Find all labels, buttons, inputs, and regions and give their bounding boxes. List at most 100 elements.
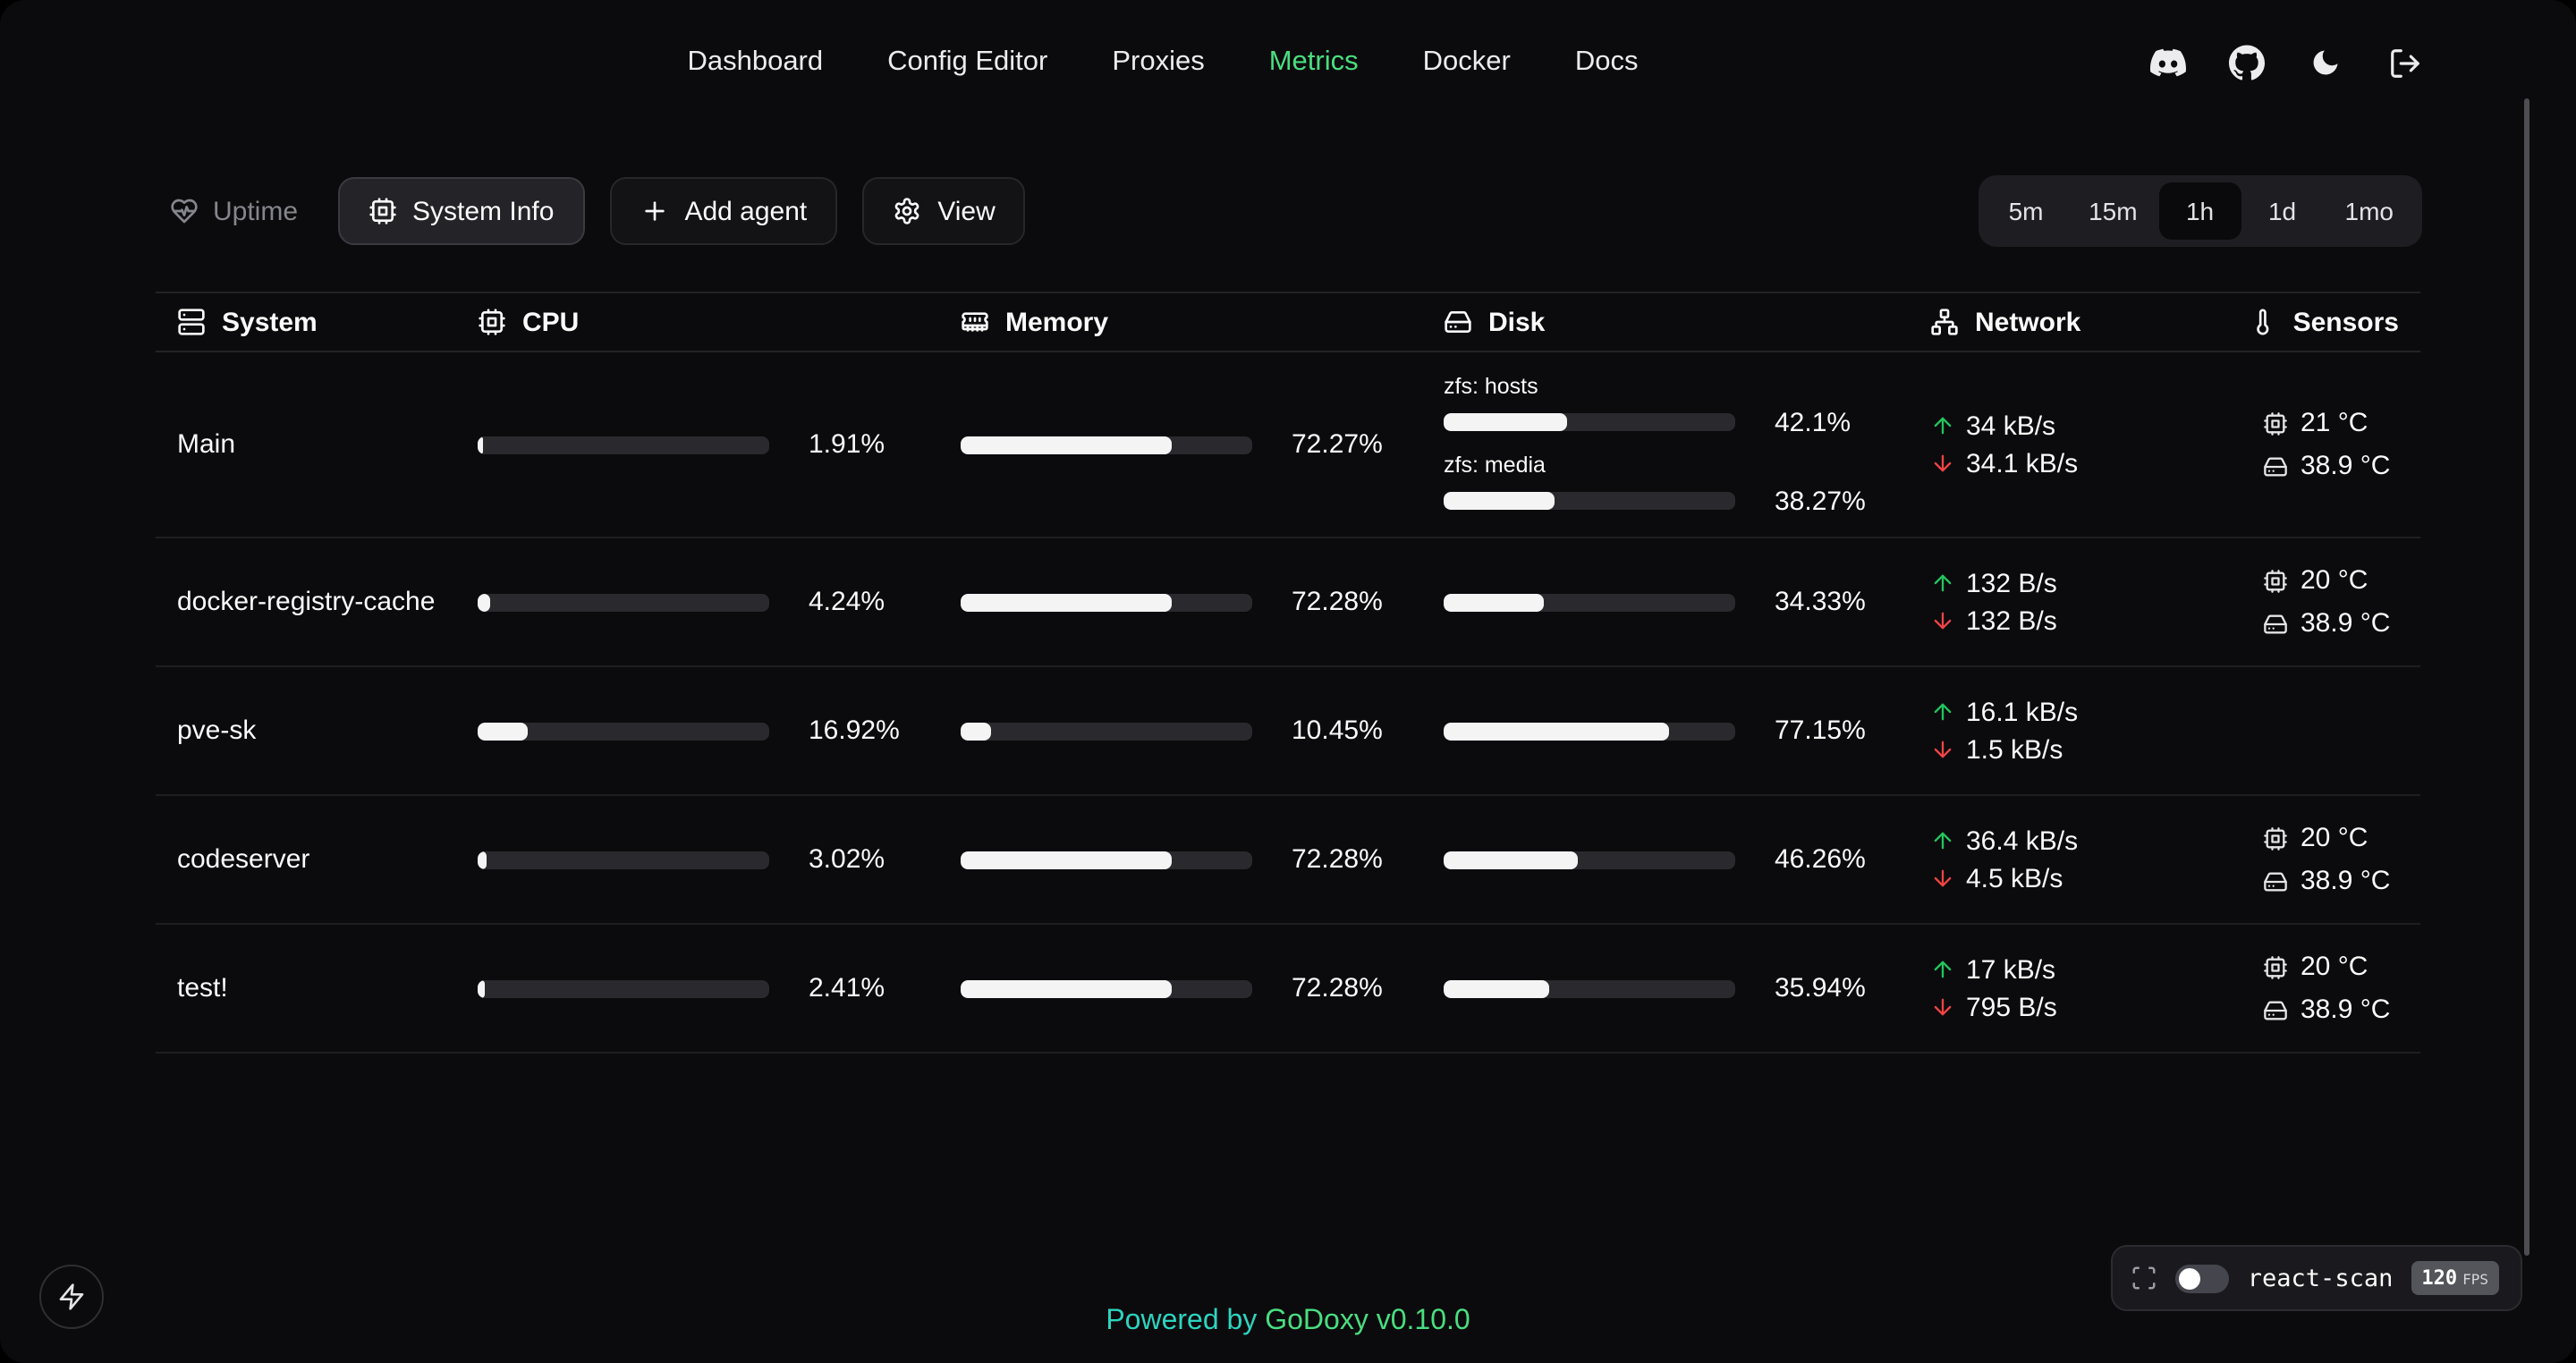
time-range-1h[interactable]: 1h (2158, 182, 2241, 240)
sensor-reading: 21 °C (2263, 408, 2399, 438)
percent-value: 1.91% (809, 429, 886, 460)
nav-item-proxies[interactable]: Proxies (1112, 47, 1205, 77)
system-name-cell: docker-registry-cache (177, 587, 436, 617)
metric-bar-line: 72.28% (961, 844, 1444, 875)
theme-toggle-button[interactable] (2304, 41, 2347, 84)
thermometer-icon (2257, 309, 2269, 335)
heart-pulse-icon (171, 199, 198, 224)
sensor-temp: 38.9 °C (2301, 608, 2391, 639)
memory-usage-cell: 72.27% (961, 429, 1444, 460)
percent-value: 10.45% (1292, 715, 1383, 746)
hard-drive-icon (2264, 1000, 2287, 1020)
progress-track (478, 851, 769, 868)
metric-bar-line: 2.41% (478, 973, 961, 1003)
table-header: System CPU Memory Disk Network Sensors (156, 292, 2420, 352)
disk-label: zfs: hosts (1444, 373, 1538, 398)
nav-item-config-editor[interactable]: Config Editor (887, 47, 1048, 77)
sensor-reading: 20 °C (2263, 823, 2399, 853)
arrow-up-icon (1934, 832, 1952, 850)
godoxy-link[interactable]: GoDoxy (1265, 1306, 1368, 1336)
table-row[interactable]: docker-registry-cache 4.24% 72.28% 34.33% 13… (156, 538, 2420, 667)
system-name-cell: Main (177, 429, 236, 460)
logout-button[interactable] (2383, 41, 2426, 84)
cpu-icon (2264, 411, 2287, 435)
column-header-sensors: Sensors (2249, 307, 2399, 337)
table-row[interactable]: Main 1.91% 72.27% zfs: hosts 42.1% zfs: media… (156, 352, 2420, 538)
moon-icon (2313, 50, 2338, 75)
nav-item-metrics[interactable]: Metrics (1268, 47, 1359, 77)
system-name-cell: pve-sk (177, 715, 257, 746)
powered-by-text: Powered by (1106, 1306, 1258, 1336)
quick-actions-button[interactable] (39, 1265, 104, 1329)
scrollbar-thumb[interactable] (2524, 98, 2529, 1256)
github-icon (2229, 45, 2265, 80)
github-button[interactable] (2225, 41, 2268, 84)
server-icon (178, 309, 205, 335)
sensor-temp: 38.9 °C (2301, 995, 2391, 1025)
table-body: Main 1.91% 72.27% zfs: hosts 42.1% zfs: media… (156, 352, 2420, 1054)
table-row[interactable]: codeserver 3.02% 72.28% 46.26% 36.4 kB/s 4.5 … (156, 796, 2420, 925)
cpu-usage-cell: 4.24% (478, 587, 961, 617)
cpu-usage-cell: 1.91% (478, 429, 961, 460)
progress-track (961, 593, 1252, 611)
sensor-reading: 38.9 °C (2263, 866, 2399, 896)
metric-bar-line: 4.24% (478, 587, 961, 617)
cpu-icon (2264, 955, 2287, 978)
arrow-down-icon (1934, 869, 1952, 887)
column-header-cpu: CPU (478, 307, 961, 337)
memory-icon (962, 312, 988, 332)
arrow-down-icon (1934, 454, 1952, 472)
column-label: Memory (1005, 307, 1109, 337)
network-up-value: 34 kB/s (1966, 411, 2056, 441)
nav-item-docs[interactable]: Docs (1574, 47, 1639, 77)
disk-entry: 35.94% (1444, 973, 1930, 1003)
table-row[interactable]: pve-sk 16.92% 10.45% 77.15% 16.1 kB/s 1.5 kB/… (156, 667, 2420, 796)
percent-value: 72.28% (1292, 844, 1383, 875)
network-cell: 132 B/s 132 B/s (1930, 568, 2249, 636)
disk-entry: zfs: hosts 42.1% (1444, 373, 1930, 437)
toolbar: Uptime System Info Add agent View 5m 15m 1… (156, 175, 2422, 247)
system-info-button[interactable]: System Info (337, 177, 585, 245)
progress-track (478, 979, 769, 997)
network-up-value: 16.1 kB/s (1966, 697, 2079, 727)
percent-value: 35.94% (1775, 973, 1866, 1003)
memory-usage-cell: 10.45% (961, 715, 1444, 746)
metrics-table: System CPU Memory Disk Network Sensors Main 1.… (156, 292, 2420, 1054)
metric-bar-line: 46.26% (1444, 844, 1930, 875)
percent-value: 46.26% (1775, 844, 1866, 875)
time-range-15m[interactable]: 15m (2067, 182, 2158, 240)
time-range-selector: 5m 15m 1h 1d 1mo (1978, 175, 2422, 247)
sensor-reading: 38.9 °C (2263, 451, 2399, 481)
main-nav: Dashboard Config Editor Proxies Metrics Dock… (687, 47, 1638, 79)
disk-usage-cell: 46.26% (1444, 844, 1930, 875)
progress-fill (478, 851, 487, 868)
progress-track (478, 436, 769, 453)
add-agent-button[interactable]: Add agent (609, 177, 838, 245)
network-down-value: 132 B/s (1966, 605, 2057, 636)
cpu-usage-cell: 2.41% (478, 973, 961, 1003)
network-down: 4.5 kB/s (1930, 863, 2249, 893)
nav-item-docker[interactable]: Docker (1422, 47, 1511, 77)
fps-value: 120 (2421, 1266, 2458, 1290)
uptime-tab[interactable]: Uptime (156, 177, 312, 245)
time-range-5m[interactable]: 5m (1985, 182, 2067, 240)
table-row[interactable]: test! 2.41% 72.28% 35.94% 17 kB/s 795 B/s 20 °… (156, 925, 2420, 1054)
time-range-1mo[interactable]: 1mo (2324, 182, 2415, 240)
nav-item-dashboard[interactable]: Dashboard (687, 47, 824, 77)
metric-bar-line: 42.1% (1444, 407, 1930, 437)
network-up-value: 17 kB/s (1966, 954, 2056, 985)
metric-bar-line: 1.91% (478, 429, 961, 460)
network-up: 16.1 kB/s (1930, 697, 2249, 727)
discord-button[interactable] (2147, 41, 2190, 84)
percent-value: 2.41% (809, 973, 886, 1003)
time-range-1d[interactable]: 1d (2241, 182, 2324, 240)
progress-fill (961, 593, 1172, 611)
react-scan-inspect-button[interactable] (2131, 1265, 2158, 1291)
metric-bar-line: 77.15% (1444, 715, 1930, 746)
arrow-up-icon (1934, 574, 1952, 592)
progress-fill (478, 593, 490, 611)
network-up: 132 B/s (1930, 568, 2249, 598)
view-button[interactable]: View (862, 177, 1026, 245)
react-scan-toggle[interactable] (2175, 1264, 2230, 1292)
network-down: 1.5 kB/s (1930, 734, 2249, 765)
